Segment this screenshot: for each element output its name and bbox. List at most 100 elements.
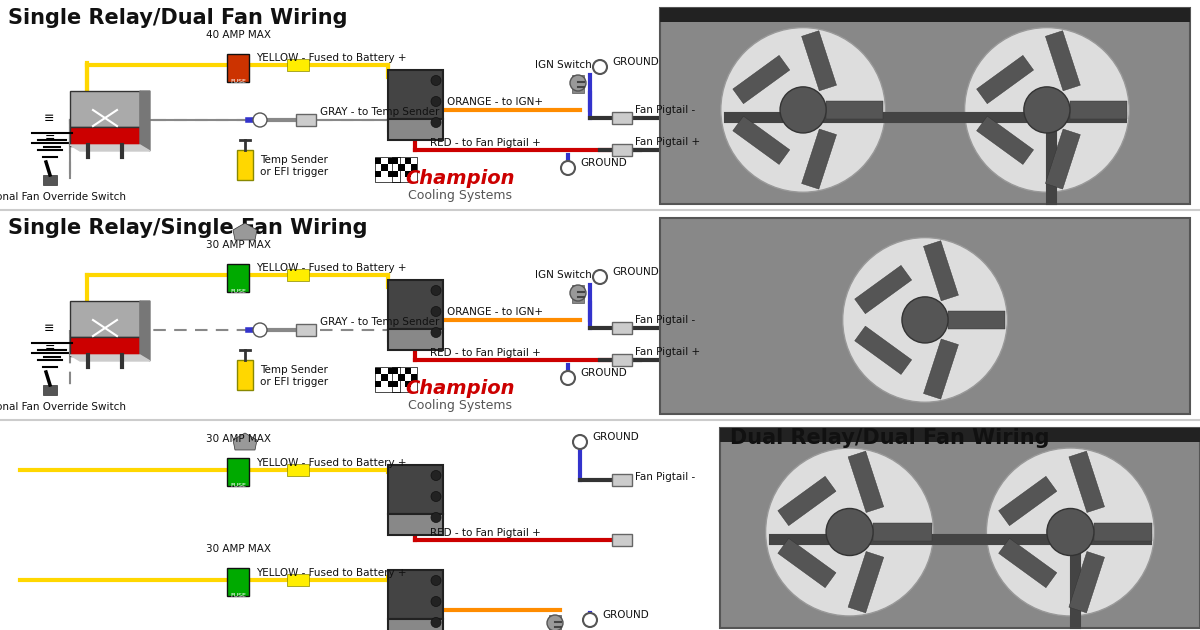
FancyBboxPatch shape [394, 368, 400, 374]
Bar [1069, 551, 1104, 613]
Ellipse shape [721, 28, 886, 192]
Circle shape [431, 76, 442, 86]
Circle shape [574, 435, 587, 449]
Bar [998, 539, 1057, 588]
FancyBboxPatch shape [394, 381, 400, 387]
FancyBboxPatch shape [388, 329, 443, 350]
FancyBboxPatch shape [392, 171, 398, 177]
Circle shape [431, 491, 442, 501]
FancyBboxPatch shape [382, 164, 388, 171]
Ellipse shape [766, 448, 934, 616]
Text: 30 AMP MAX: 30 AMP MAX [205, 434, 270, 444]
Circle shape [431, 118, 442, 127]
Bar [854, 326, 912, 374]
Text: ≡: ≡ [43, 322, 54, 335]
Text: GROUND: GROUND [612, 57, 659, 67]
Text: Dual Relay/Dual Fan Wiring: Dual Relay/Dual Fan Wiring [730, 428, 1050, 448]
FancyBboxPatch shape [410, 368, 418, 374]
Circle shape [547, 615, 563, 630]
FancyBboxPatch shape [388, 158, 394, 164]
FancyBboxPatch shape [382, 374, 388, 381]
FancyBboxPatch shape [388, 465, 443, 514]
Circle shape [253, 323, 266, 337]
Text: Fan Pigtail +: Fan Pigtail + [635, 347, 700, 357]
Bar [924, 339, 959, 399]
Text: GROUND: GROUND [580, 158, 626, 168]
FancyBboxPatch shape [394, 374, 400, 381]
FancyBboxPatch shape [374, 374, 382, 381]
Text: Champion: Champion [406, 379, 515, 398]
FancyBboxPatch shape [388, 619, 443, 630]
FancyBboxPatch shape [404, 164, 410, 171]
Bar [874, 523, 931, 541]
FancyBboxPatch shape [388, 514, 443, 535]
Bar [924, 241, 959, 301]
Bar [854, 265, 912, 314]
Ellipse shape [826, 508, 874, 556]
Bar [826, 101, 883, 119]
Circle shape [431, 575, 442, 585]
Circle shape [253, 113, 266, 127]
Circle shape [431, 597, 442, 607]
Polygon shape [233, 433, 257, 450]
Text: Fan Pigtail -: Fan Pigtail - [635, 315, 695, 325]
FancyBboxPatch shape [660, 8, 1190, 22]
FancyBboxPatch shape [374, 158, 382, 164]
FancyBboxPatch shape [398, 171, 404, 177]
Polygon shape [70, 355, 150, 361]
Text: Single Relay/Single Fan Wiring: Single Relay/Single Fan Wiring [8, 218, 367, 238]
Bar [802, 129, 836, 189]
Polygon shape [233, 223, 257, 240]
FancyBboxPatch shape [238, 360, 253, 390]
FancyBboxPatch shape [410, 381, 418, 387]
FancyBboxPatch shape [612, 322, 632, 334]
FancyBboxPatch shape [70, 337, 140, 356]
FancyBboxPatch shape [374, 381, 382, 387]
Bar [848, 551, 883, 613]
FancyBboxPatch shape [296, 114, 316, 126]
Circle shape [593, 60, 607, 74]
FancyBboxPatch shape [388, 381, 394, 387]
Bar [733, 55, 790, 104]
Text: Cooling Systems: Cooling Systems [408, 399, 512, 413]
Text: FUSE: FUSE [230, 79, 246, 84]
Text: or EFI trigger: or EFI trigger [260, 167, 328, 177]
Bar [778, 539, 836, 588]
Text: YELLOW - Fused to Battery +: YELLOW - Fused to Battery + [256, 568, 407, 578]
Ellipse shape [902, 297, 948, 343]
FancyBboxPatch shape [410, 171, 418, 177]
FancyBboxPatch shape [388, 368, 394, 374]
Text: GRAY - to Temp Sender: GRAY - to Temp Sender [320, 107, 439, 117]
FancyBboxPatch shape [70, 301, 140, 337]
Circle shape [562, 371, 575, 385]
Circle shape [570, 285, 586, 301]
Text: Optional Fan Override Switch: Optional Fan Override Switch [0, 192, 126, 202]
FancyBboxPatch shape [287, 464, 310, 476]
FancyBboxPatch shape [410, 158, 418, 164]
Bar [998, 476, 1057, 525]
FancyBboxPatch shape [398, 374, 404, 381]
FancyBboxPatch shape [398, 158, 404, 164]
Circle shape [431, 512, 442, 522]
FancyBboxPatch shape [660, 8, 1190, 204]
FancyBboxPatch shape [374, 164, 382, 171]
FancyBboxPatch shape [392, 164, 398, 171]
FancyBboxPatch shape [394, 171, 400, 177]
Circle shape [593, 270, 607, 284]
Text: ORANGE - to IGN+: ORANGE - to IGN+ [446, 97, 542, 107]
FancyBboxPatch shape [404, 158, 410, 164]
FancyBboxPatch shape [394, 164, 400, 171]
Circle shape [431, 617, 442, 627]
Text: FUSE: FUSE [230, 483, 246, 488]
Ellipse shape [842, 238, 1007, 402]
Text: 40 AMP MAX: 40 AMP MAX [205, 30, 270, 40]
Text: Champion: Champion [406, 168, 515, 188]
Polygon shape [140, 301, 150, 361]
FancyBboxPatch shape [382, 368, 388, 374]
Circle shape [431, 471, 442, 481]
Text: Single Relay/Dual Fan Wiring: Single Relay/Dual Fan Wiring [8, 8, 348, 28]
Text: GROUND: GROUND [592, 432, 638, 442]
Ellipse shape [1046, 508, 1094, 556]
FancyBboxPatch shape [287, 574, 310, 586]
FancyBboxPatch shape [238, 150, 253, 180]
